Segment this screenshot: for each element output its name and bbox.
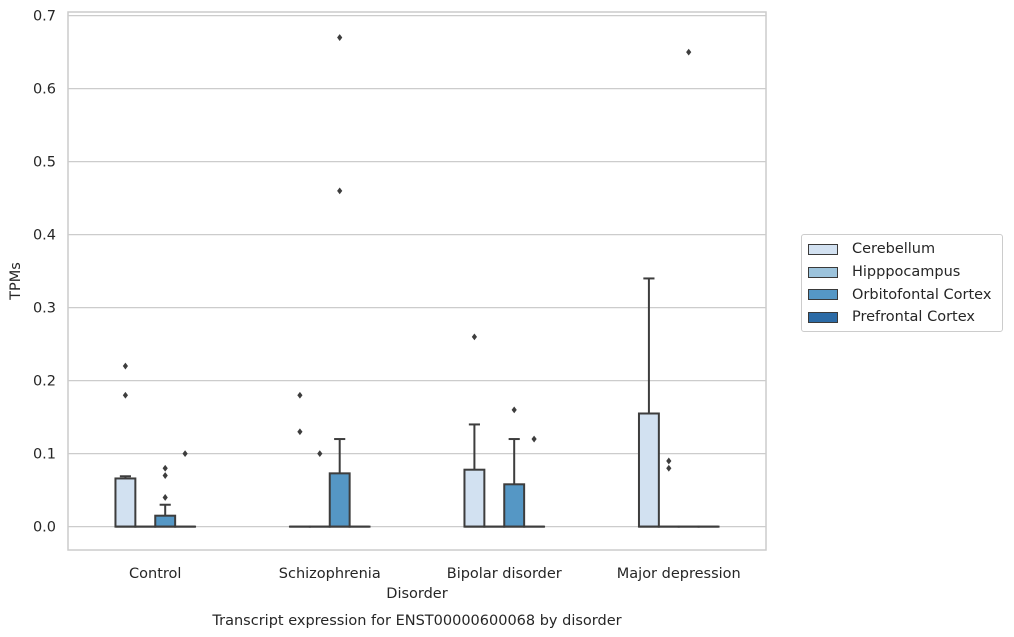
outlier-point (297, 391, 303, 399)
x-tick-labels: Control Schizophrenia Bipolar disorder Majo… (129, 566, 741, 582)
outlier-point (162, 464, 168, 472)
y-tick-label: 0.3 (33, 301, 56, 317)
x-tick-label: Major depression (617, 566, 741, 582)
outlier-point (317, 450, 323, 458)
box-body (463, 468, 486, 528)
legend-label: Hipppocampus (852, 264, 961, 281)
box-body (637, 412, 660, 528)
chart-title: Transcript expression for ENST0000060006… (211, 613, 621, 629)
legend-item: Hipppocampus (802, 261, 1002, 284)
boxes (114, 277, 720, 528)
box-orbitofontal-cortex (503, 438, 526, 528)
outlier-point (182, 450, 188, 458)
y-axis-label: TPMs (8, 262, 24, 301)
box-body (503, 483, 526, 528)
box-body (328, 472, 351, 528)
legend-item: Cerebellum (802, 238, 1002, 261)
legend-item: Prefrontal Cortex (802, 306, 1002, 329)
box-body (154, 514, 177, 528)
legend-label: Prefrontal Cortex (852, 309, 975, 326)
outlier-point (162, 494, 168, 501)
legend: Cerebellum Hipppocampus Orbitofontal Corte… (801, 234, 1003, 332)
x-axis-label: Disorder (386, 586, 447, 602)
x-tick-label: Control (129, 566, 181, 582)
box-body (114, 477, 137, 528)
outlier-point (337, 187, 343, 195)
plot-area (67, 11, 767, 551)
box-cerebellum (114, 475, 137, 528)
outliers (122, 34, 692, 501)
outlier-point (511, 406, 517, 414)
legend-swatch (808, 243, 838, 255)
legend-swatch (808, 266, 838, 278)
outlier-point (122, 362, 129, 370)
y-tick-label: 0.2 (33, 374, 56, 390)
outlier-point (531, 435, 537, 443)
outlier-point (297, 428, 303, 436)
x-tick-label: Schizophrenia (279, 566, 381, 582)
y-tick-label: 0.7 (33, 9, 56, 25)
legend-swatch (808, 311, 838, 323)
outlier-point (666, 457, 672, 465)
outlier-point (337, 34, 343, 41)
outlier-point (162, 472, 168, 479)
outlier-point (471, 333, 478, 341)
box-cerebellum (463, 423, 486, 528)
box-orbitofontal-cortex (328, 438, 351, 528)
legend-label: Cerebellum (852, 241, 936, 258)
box-orbitofontal-cortex (154, 503, 177, 528)
legend-item: Orbitofontal Cortex (802, 283, 1002, 306)
legend-swatch (808, 289, 838, 301)
box-cerebellum (637, 277, 660, 528)
y-tick-labels: 0.0 0.1 0.2 0.3 0.4 0.5 0.6 0.7 (33, 9, 56, 536)
x-tick-label: Bipolar disorder (447, 566, 562, 582)
legend-label: Orbitofontal Cortex (852, 286, 992, 303)
y-tick-label: 0.6 (33, 82, 56, 98)
outlier-point (666, 464, 672, 472)
outlier-point (686, 48, 692, 56)
y-tick-label: 0.4 (33, 228, 56, 244)
y-tick-label: 0.1 (33, 447, 56, 463)
y-tick-label: 0.0 (33, 520, 56, 536)
y-tick-label: 0.5 (33, 155, 56, 171)
outlier-point (122, 391, 129, 399)
